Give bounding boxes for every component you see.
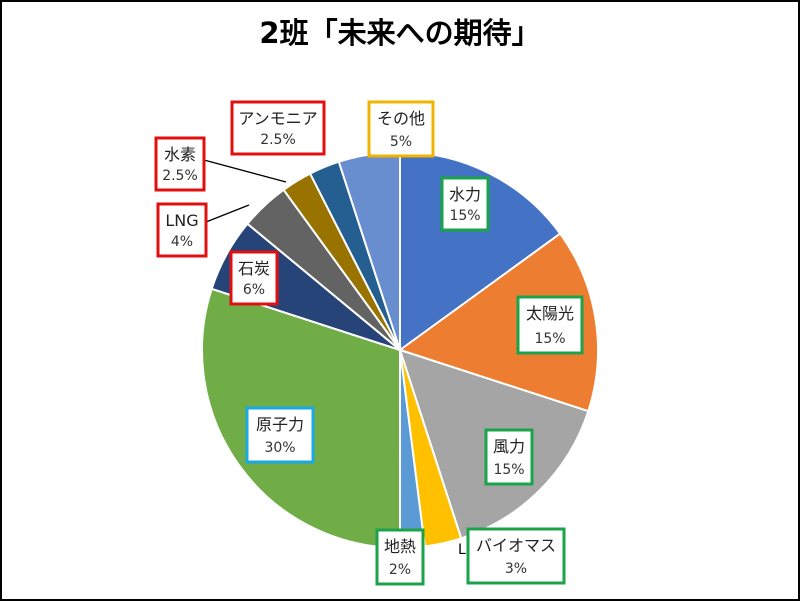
slice-label-7: LNG 4% xyxy=(156,202,208,258)
leader-line xyxy=(203,159,287,183)
slice-label-box xyxy=(156,202,208,258)
slice-value-label: 2.5% xyxy=(162,168,198,184)
slice-label-box xyxy=(367,100,435,158)
slice-label-6: 石炭 6% xyxy=(229,250,279,306)
pie-slices xyxy=(201,150,599,550)
slice-category-label: バイオマス xyxy=(476,536,556,555)
slice-label-0: 水力 15% xyxy=(440,176,490,232)
slice-category-label: 太陽光 xyxy=(526,304,574,323)
slice-1 xyxy=(397,232,599,413)
leader-lines xyxy=(203,159,287,223)
slice-category-label: 水力 xyxy=(449,185,481,204)
slice-category-label: 原子力 xyxy=(256,415,304,434)
chart-title: 2班「未来への期待」 xyxy=(259,16,541,50)
slice-value-label: 3% xyxy=(505,561,527,577)
slice-value-label: 15% xyxy=(534,331,565,347)
slice-label-box xyxy=(440,176,490,232)
slice-labels: 水力 15% 太陽光 15% 風力 15% バイオマス 3% 地熱 2% 原子力 30% 石炭 6% LNG… xyxy=(154,100,584,586)
slice-label-5: 原子力 30% xyxy=(245,406,315,464)
slice-category-label: その他 xyxy=(377,109,425,128)
slice-label-4: 地熱 2% xyxy=(375,528,425,586)
slice-label-10: その他 5% xyxy=(367,100,435,158)
slice-label-box xyxy=(229,250,279,306)
slice-value-label: 4% xyxy=(171,234,193,250)
slice-value-label: 15% xyxy=(493,462,524,478)
slice-value-label: 30% xyxy=(264,440,295,456)
slice-value-label: 5% xyxy=(390,134,412,150)
slice-label-box xyxy=(466,527,566,585)
slice-label-1: 太陽光 15% xyxy=(516,295,584,355)
leader-line xyxy=(205,204,250,223)
slice-category-label: 水素 xyxy=(164,145,196,164)
slice-value-label: 2% xyxy=(389,562,411,578)
slice-label-3: バイオマス 3% xyxy=(466,527,566,585)
slice-label-9: アンモニア 2.5% xyxy=(230,100,326,156)
slice-label-box xyxy=(230,100,326,156)
slice-category-label: アンモニア xyxy=(238,109,317,128)
slice-label-box xyxy=(154,136,206,192)
slice-value-label: 15% xyxy=(449,208,480,224)
slice-category-label: 地熱 xyxy=(384,537,416,556)
slice-label-box xyxy=(245,406,315,464)
slice-value-label: 2.5% xyxy=(260,132,296,148)
slice-label-box xyxy=(375,528,425,586)
slice-label-2: 風力 15% xyxy=(484,428,534,486)
stray-mark: L xyxy=(458,542,466,558)
slice-category-label: 風力 xyxy=(493,437,525,456)
slice-label-box xyxy=(484,428,534,486)
slice-value-label: 6% xyxy=(243,282,265,298)
slice-category-label: 石炭 xyxy=(238,259,270,278)
slice-label-box xyxy=(516,295,584,355)
slice-category-label: LNG xyxy=(165,211,198,230)
slice-label-8: 水素 2.5% xyxy=(154,136,206,192)
